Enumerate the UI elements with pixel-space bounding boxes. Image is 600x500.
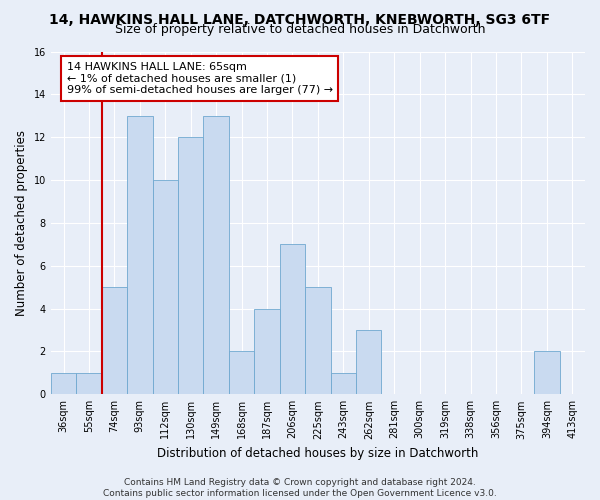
Bar	[178, 137, 203, 394]
Bar	[254, 308, 280, 394]
Text: Size of property relative to detached houses in Datchworth: Size of property relative to detached ho…	[115, 22, 485, 36]
Bar	[280, 244, 305, 394]
Bar	[152, 180, 178, 394]
Bar	[331, 373, 356, 394]
Bar	[229, 352, 254, 395]
Bar	[305, 287, 331, 395]
Bar	[534, 352, 560, 395]
Bar	[101, 287, 127, 395]
Bar	[127, 116, 152, 394]
Y-axis label: Number of detached properties: Number of detached properties	[15, 130, 28, 316]
Text: 14, HAWKINS HALL LANE, DATCHWORTH, KNEBWORTH, SG3 6TF: 14, HAWKINS HALL LANE, DATCHWORTH, KNEBW…	[49, 12, 551, 26]
Bar	[51, 373, 76, 394]
Bar	[356, 330, 382, 394]
Bar	[76, 373, 101, 394]
X-axis label: Distribution of detached houses by size in Datchworth: Distribution of detached houses by size …	[157, 447, 479, 460]
Text: 14 HAWKINS HALL LANE: 65sqm
← 1% of detached houses are smaller (1)
99% of semi-: 14 HAWKINS HALL LANE: 65sqm ← 1% of deta…	[67, 62, 333, 95]
Bar	[203, 116, 229, 394]
Text: Contains HM Land Registry data © Crown copyright and database right 2024.
Contai: Contains HM Land Registry data © Crown c…	[103, 478, 497, 498]
